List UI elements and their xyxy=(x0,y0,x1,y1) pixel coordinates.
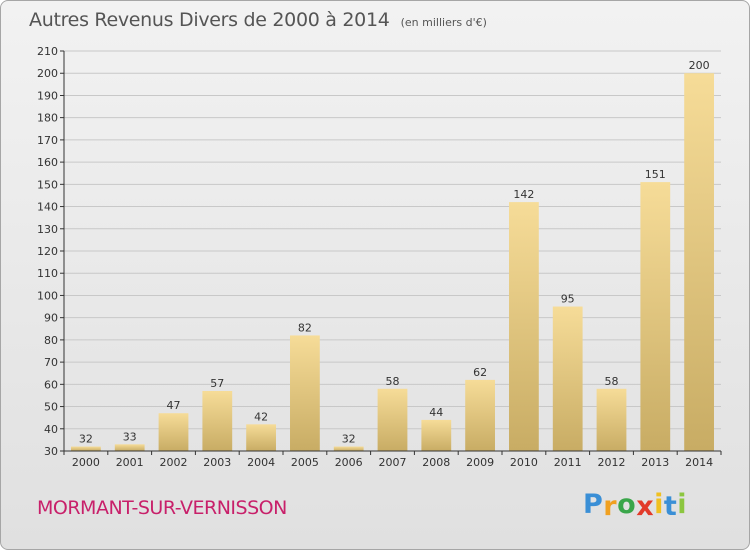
x-tick-label: 2009 xyxy=(466,456,494,469)
y-tick-label: 190 xyxy=(37,89,58,102)
data-label: 57 xyxy=(210,377,224,390)
brand-letter: r xyxy=(603,491,618,522)
bar-2008 xyxy=(421,419,452,451)
y-tick-label: 180 xyxy=(37,112,58,125)
x-tick-label: 2013 xyxy=(641,456,669,469)
bar-2009 xyxy=(465,379,495,451)
x-tick-label: 2012 xyxy=(598,456,626,469)
data-label: 33 xyxy=(123,430,137,443)
axes xyxy=(63,51,721,452)
data-label: 44 xyxy=(429,406,443,419)
brand-letter: i xyxy=(654,489,664,520)
y-tick-label: 200 xyxy=(37,67,58,80)
x-tick-label: 2000 xyxy=(72,456,100,469)
data-label: 58 xyxy=(605,375,619,388)
y-tick-label: 150 xyxy=(37,178,58,191)
data-label: 62 xyxy=(473,366,487,379)
bar-2004 xyxy=(246,424,276,451)
data-label: 47 xyxy=(167,399,181,412)
x-tick-label: 2005 xyxy=(291,456,319,469)
data-label: 32 xyxy=(79,433,93,446)
bar-2001 xyxy=(114,444,145,451)
x-tick-label: 2002 xyxy=(160,456,188,469)
x-axis-ticks: 2000 2001 2002 2003 2004 2005 2006 2007 2008 2009… xyxy=(63,451,722,469)
data-label: 42 xyxy=(254,410,268,423)
brand-letter: o xyxy=(617,489,637,520)
x-tick-label: 2001 xyxy=(116,456,144,469)
data-label: 200 xyxy=(689,59,710,72)
bar-2010 xyxy=(509,202,539,451)
data-label: 142 xyxy=(513,188,534,201)
bar-2013 xyxy=(640,182,671,451)
x-tick-label: 2007 xyxy=(379,456,407,469)
bar-2014 xyxy=(684,73,714,451)
y-tick-label: 100 xyxy=(37,289,58,302)
x-tick-label: 2011 xyxy=(554,456,582,469)
brand-letter: i xyxy=(677,489,688,520)
y-tick-label: 50 xyxy=(44,401,58,414)
data-label: 151 xyxy=(645,168,666,181)
x-tick-label: 2014 xyxy=(685,456,713,469)
brand-letter: P xyxy=(583,489,604,520)
y-tick-label: 210 xyxy=(37,45,58,58)
bar-2003 xyxy=(202,391,233,451)
y-tick-label: 160 xyxy=(37,156,58,169)
y-tick-label: 80 xyxy=(44,334,58,347)
bar-2005 xyxy=(290,335,320,451)
y-tick-label: 70 xyxy=(44,356,58,369)
brand-logo: Proxiti xyxy=(583,489,688,522)
data-label: 32 xyxy=(342,433,356,446)
bar-2002 xyxy=(158,413,189,451)
data-label: 82 xyxy=(298,321,312,334)
x-tick-label: 2008 xyxy=(422,456,450,469)
x-tick-label: 2004 xyxy=(247,456,275,469)
y-tick-label: 60 xyxy=(44,378,58,391)
x-tick-label: 2010 xyxy=(510,456,538,469)
y-tick-label: 90 xyxy=(44,312,58,325)
data-label: 95 xyxy=(561,293,575,306)
town-name: MORMANT-SUR-VERNISSON xyxy=(37,497,287,519)
data-label: 58 xyxy=(386,375,400,388)
y-tick-label: 140 xyxy=(37,201,58,214)
chart-title: Autres Revenus Divers de 2000 à 2014 xyxy=(29,9,390,31)
x-tick-label: 2006 xyxy=(335,456,363,469)
y-tick-label: 110 xyxy=(37,267,58,280)
y-tick-label: 40 xyxy=(44,423,58,436)
bar-2000 xyxy=(71,446,101,451)
bar-2007 xyxy=(377,388,408,451)
brand-letter: t xyxy=(663,491,678,522)
brand-letter: x xyxy=(636,491,655,522)
title-row: Autres Revenus Divers de 2000 à 2014 (en… xyxy=(29,9,487,31)
chart-subtitle: (en milliers d'€) xyxy=(400,16,487,29)
y-tick-label: 170 xyxy=(37,134,58,147)
bar-2011 xyxy=(552,306,583,451)
y-axis-ticks: 30 40 50 60 70 80 90 100 110 120 130 140 150 160 170 18… xyxy=(37,45,64,458)
y-tick-label: 120 xyxy=(37,245,58,258)
bars: 32 33 47 57 42 82 32 58 44 62 142 95 58 151 200 xyxy=(71,59,714,451)
bar-2012 xyxy=(596,388,627,451)
bar-2006 xyxy=(333,446,364,451)
x-tick-label: 2003 xyxy=(203,456,231,469)
y-tick-label: 30 xyxy=(44,445,58,458)
y-tick-label: 130 xyxy=(37,223,58,236)
